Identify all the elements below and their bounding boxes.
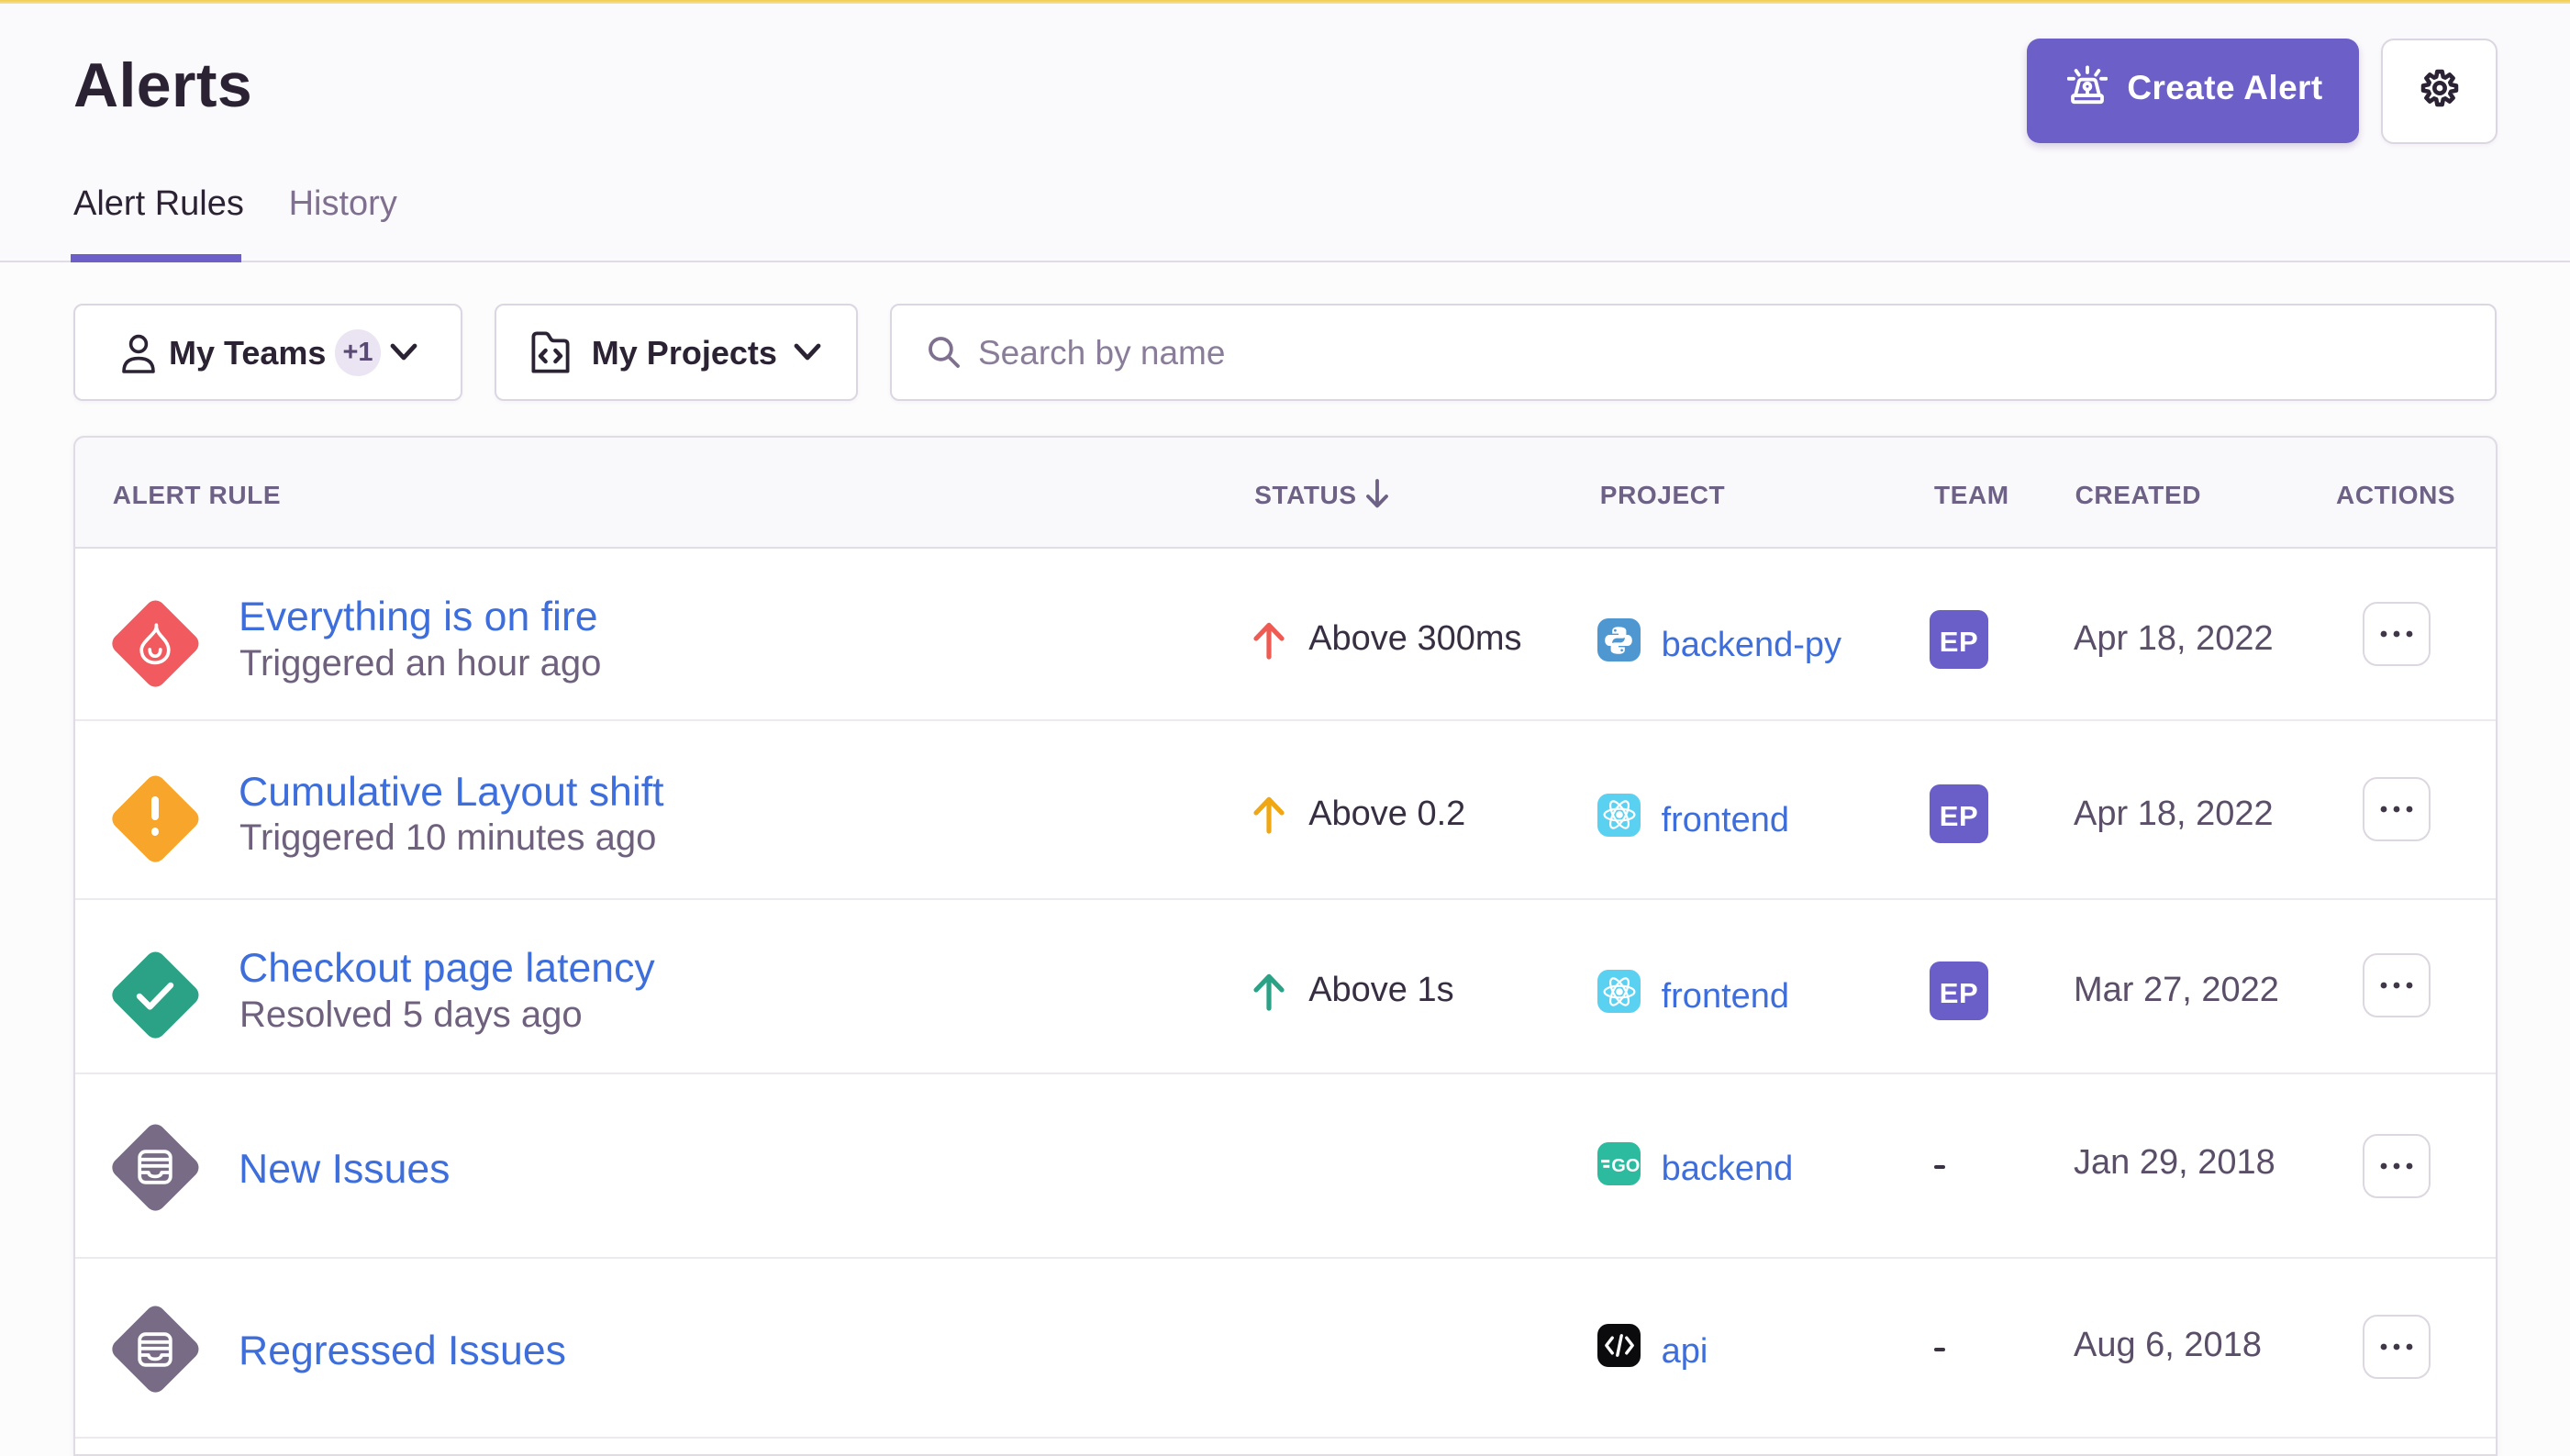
svg-text:GO: GO bbox=[1611, 1155, 1640, 1175]
